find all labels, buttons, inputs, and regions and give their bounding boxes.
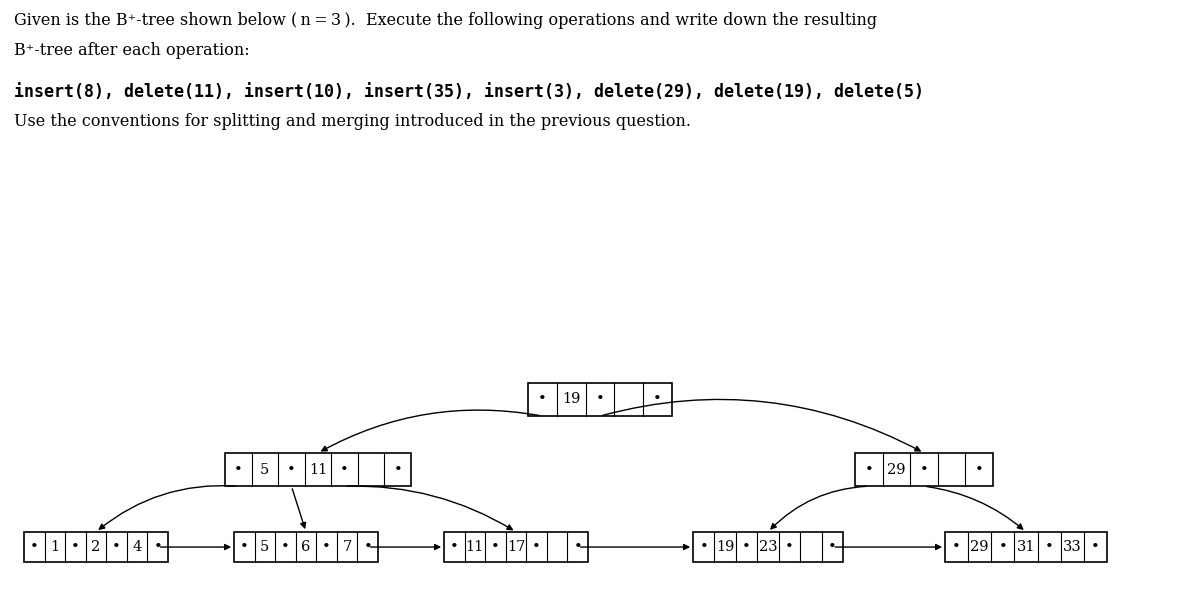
Text: •: • xyxy=(491,540,500,554)
Bar xyxy=(528,383,672,416)
Text: •: • xyxy=(450,540,458,554)
Bar xyxy=(946,532,1108,562)
Bar xyxy=(854,453,994,486)
Text: •: • xyxy=(574,540,582,554)
Text: •: • xyxy=(919,462,929,477)
Bar xyxy=(234,532,378,562)
Text: 31: 31 xyxy=(1016,540,1036,554)
Text: •: • xyxy=(864,462,874,477)
Text: Use the conventions for splitting and merging introduced in the previous questio: Use the conventions for splitting and me… xyxy=(14,113,691,130)
Text: Given is the B⁺-tree shown below ( n = 3 ).  Execute the following operations an: Given is the B⁺-tree shown below ( n = 3… xyxy=(14,12,877,29)
Text: •: • xyxy=(394,462,402,477)
Text: 2: 2 xyxy=(91,540,101,554)
Text: 4: 4 xyxy=(132,540,142,554)
Text: 29: 29 xyxy=(971,540,989,554)
Text: 17: 17 xyxy=(506,540,526,554)
Text: •: • xyxy=(322,540,331,554)
Text: B⁺-tree after each operation:: B⁺-tree after each operation: xyxy=(14,42,250,59)
Text: 11: 11 xyxy=(466,540,484,554)
Text: •: • xyxy=(700,540,708,554)
Text: •: • xyxy=(287,462,296,477)
Text: 29: 29 xyxy=(887,462,906,477)
Bar xyxy=(24,532,168,562)
Text: •: • xyxy=(154,540,162,554)
Text: •: • xyxy=(653,393,662,406)
Text: •: • xyxy=(742,540,751,554)
Text: •: • xyxy=(71,540,80,554)
Text: •: • xyxy=(281,540,290,554)
Text: •: • xyxy=(532,540,541,554)
Text: 19: 19 xyxy=(716,540,734,554)
Bar xyxy=(226,453,410,486)
Text: 1: 1 xyxy=(50,540,60,554)
Text: insert(8), delete(11), insert(10), insert(35), insert(3), delete(29), delete(19): insert(8), delete(11), insert(10), inser… xyxy=(14,83,924,101)
Text: •: • xyxy=(595,393,605,406)
Text: 11: 11 xyxy=(308,462,328,477)
Text: 7: 7 xyxy=(342,540,352,554)
Text: •: • xyxy=(234,462,242,477)
Text: •: • xyxy=(998,540,1007,554)
Text: •: • xyxy=(1045,540,1054,554)
Text: •: • xyxy=(240,540,248,554)
Bar xyxy=(694,532,842,562)
Text: •: • xyxy=(952,540,961,554)
Text: 19: 19 xyxy=(562,393,581,406)
Text: 5: 5 xyxy=(260,540,270,554)
Text: •: • xyxy=(785,540,794,554)
Text: •: • xyxy=(538,393,547,406)
Text: •: • xyxy=(1091,540,1100,554)
Text: •: • xyxy=(30,540,38,554)
Text: 5: 5 xyxy=(260,462,270,477)
Text: 23: 23 xyxy=(758,540,778,554)
Text: •: • xyxy=(112,540,121,554)
Text: 6: 6 xyxy=(301,540,311,554)
Text: •: • xyxy=(828,540,836,554)
Text: •: • xyxy=(364,540,372,554)
Text: •: • xyxy=(974,462,984,477)
Text: 33: 33 xyxy=(1063,540,1081,554)
Bar xyxy=(444,532,588,562)
Text: •: • xyxy=(340,462,349,477)
